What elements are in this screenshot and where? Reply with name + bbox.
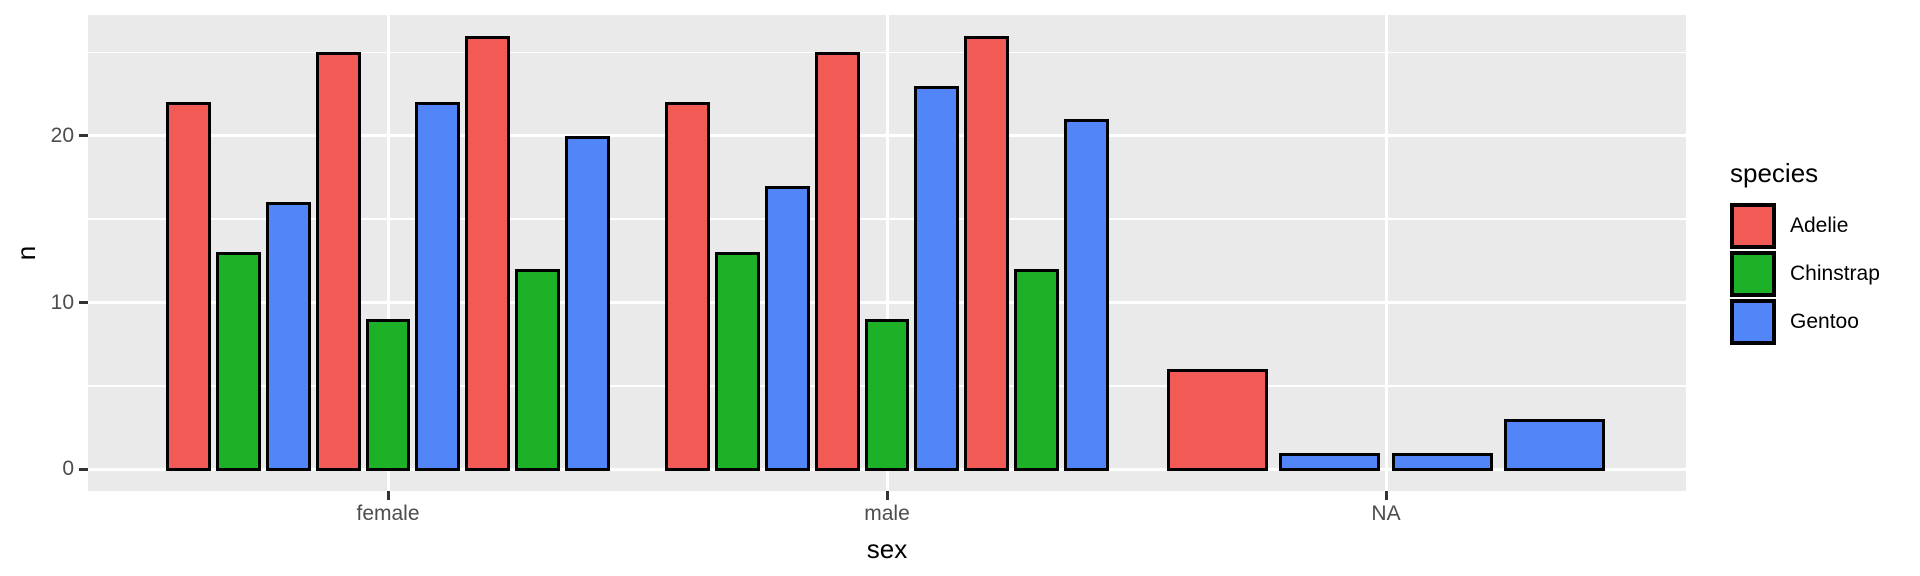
legend-entries: Adelie Chinstrap Gentoo xyxy=(1730,203,1918,345)
legend-entry: Gentoo xyxy=(1730,299,1918,345)
bar xyxy=(1064,119,1110,472)
legend-key-swatch xyxy=(1730,251,1776,297)
bar xyxy=(415,102,461,472)
bar xyxy=(515,269,561,472)
legend-entry-label: Adelie xyxy=(1790,214,1849,237)
x-tick-mark xyxy=(386,491,390,500)
legend-title: species xyxy=(1730,158,1819,188)
x-tick-mark xyxy=(1384,491,1388,500)
legend-entry: Chinstrap xyxy=(1730,251,1918,297)
y-tick-label: 10 xyxy=(50,290,74,314)
bar xyxy=(714,252,760,472)
bar xyxy=(315,52,361,472)
legend-entry-label: Chinstrap xyxy=(1790,262,1880,285)
y-tick-label: 0 xyxy=(62,457,74,481)
bar xyxy=(1279,452,1381,472)
x-tick-mark xyxy=(885,491,889,500)
bar xyxy=(215,252,261,472)
major-gridline-x xyxy=(386,15,390,491)
y-tick-mark xyxy=(79,301,88,304)
bar xyxy=(465,35,511,472)
legend-entry-label: Gentoo xyxy=(1790,310,1859,333)
legend-key-swatch xyxy=(1730,299,1776,345)
bar xyxy=(964,35,1010,472)
major-gridline-x xyxy=(1384,15,1388,491)
x-tick-label: male xyxy=(864,502,910,525)
bar xyxy=(1014,269,1060,472)
x-axis-title: sex xyxy=(866,534,908,564)
bar xyxy=(1391,452,1493,472)
bar xyxy=(764,185,810,472)
legend-entry: Adelie xyxy=(1730,203,1918,249)
y-tick-label: 20 xyxy=(50,123,74,147)
legend: species Adelie Chinstrap Gentoo xyxy=(1730,158,1918,347)
major-gridline-x xyxy=(885,15,889,491)
bar xyxy=(265,202,311,472)
bar xyxy=(565,135,611,472)
bar xyxy=(914,85,960,472)
bar xyxy=(1166,369,1268,472)
y-tick-mark xyxy=(79,134,88,138)
x-tick-label: NA xyxy=(1371,502,1401,525)
bar xyxy=(864,319,910,472)
x-tick-label: female xyxy=(356,502,420,525)
legend-key-swatch xyxy=(1730,203,1776,249)
bar xyxy=(664,102,710,472)
bar xyxy=(1503,419,1606,472)
bar xyxy=(365,319,411,472)
bar xyxy=(814,52,860,472)
plot-panel xyxy=(88,15,1686,491)
y-axis-title: n xyxy=(11,245,41,261)
y-tick-mark xyxy=(79,467,88,471)
bar xyxy=(165,102,211,472)
